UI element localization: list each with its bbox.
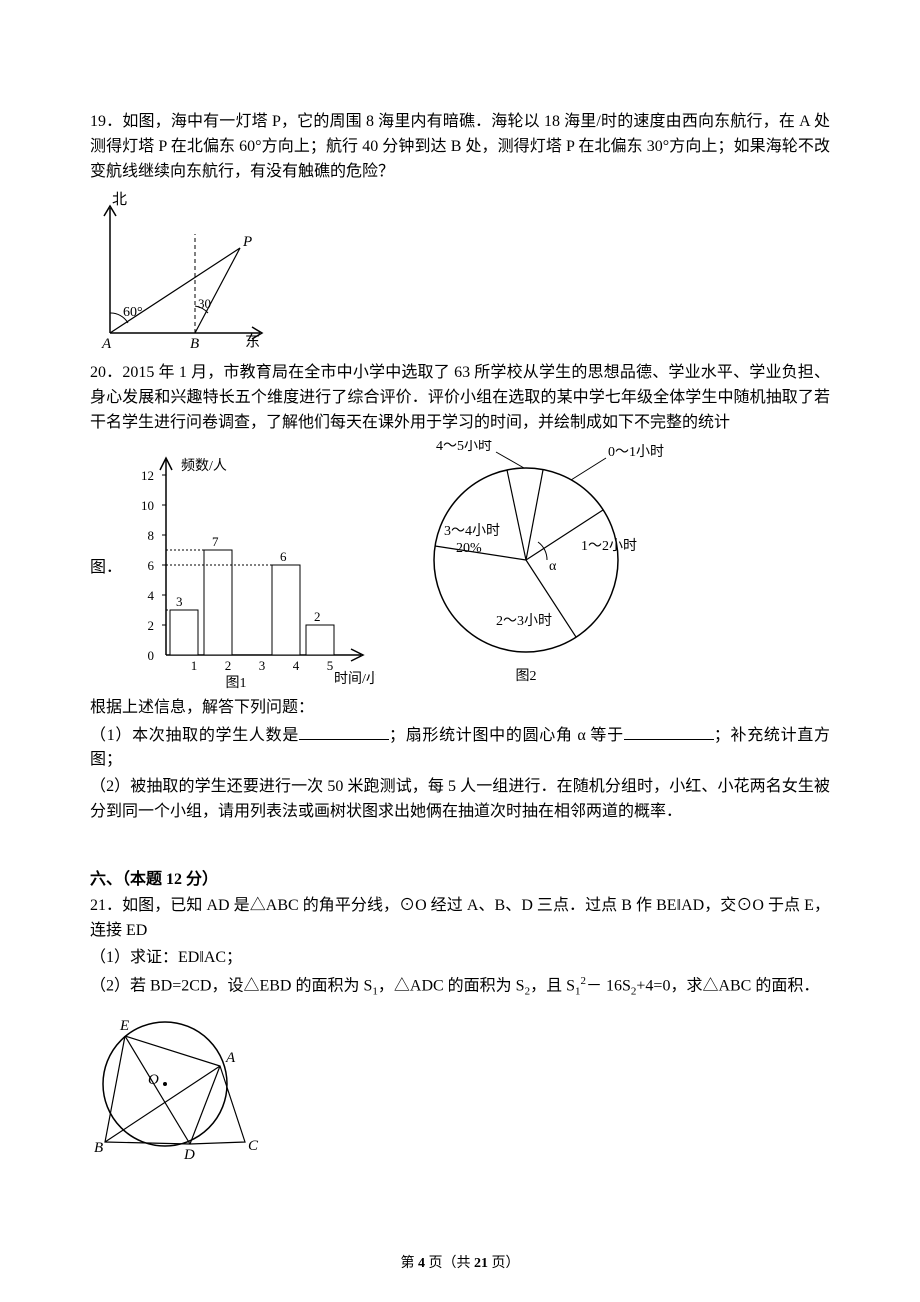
pie-chart: α 4～5小时 0～1小时 1～2小时 2～3小时 3～4小时 20% 图2 (376, 440, 676, 690)
q20-p1a: （1）本次抽取的学生人数是 (90, 727, 299, 744)
svg-text:C: C (248, 1138, 259, 1154)
q21-l3: （2）若 BD=2CD，设△EBD 的面积为 S1，△ADC 的面积为 S2，且… (90, 973, 830, 1001)
q19-text: 19．如图，海中有一灯塔 P，它的周围 8 海里内有暗礁．海轮以 18 海里/时… (90, 110, 830, 184)
pie-lbl-23: 2～3小时 (496, 613, 552, 629)
y-ticks: 0 2 4 6 8 10 12 (141, 468, 166, 663)
svg-text:4: 4 (293, 658, 300, 673)
svg-text:3: 3 (176, 594, 183, 609)
q20-p1b: ；扇形统计图中的圆心角 α 等于 (389, 727, 624, 744)
pie-lbl-34a: 3～4小时 (444, 523, 500, 539)
section-6: 六、（本题 12 分） (90, 868, 830, 893)
svg-text:10: 10 (141, 498, 154, 513)
svg-text:A: A (225, 1050, 236, 1066)
q20-p1: （1）本次抽取的学生人数是；扇形统计图中的圆心角 α 等于；补充统计直方图； (90, 723, 830, 774)
east-label: 东 (245, 333, 260, 350)
svg-text:2: 2 (314, 609, 321, 624)
pie-lbl-45: 4～5小时 (436, 440, 492, 454)
svg-text:7: 7 (212, 534, 219, 549)
svg-text:B: B (94, 1140, 103, 1156)
svg-text:E: E (119, 1018, 129, 1034)
P-label: P (242, 234, 252, 250)
q20-figures: 图． 0 2 4 6 8 10 12 频数/人 3 7 (90, 440, 830, 690)
xlabel: 时间/小时 (334, 671, 376, 687)
svg-text:1: 1 (191, 658, 198, 673)
alpha-label: α (549, 559, 557, 574)
sec6-empty (90, 841, 830, 866)
svg-text:12: 12 (141, 468, 154, 483)
q20-after: 根据上述信息，解答下列问题： (90, 696, 830, 721)
svg-text:4: 4 (148, 588, 155, 603)
bar-chart: 0 2 4 6 8 10 12 频数/人 3 7 6 2 1 (126, 440, 376, 690)
q21-l1: 21．如图，已知 AD 是△ABC 的角平分线，⊙O 经过 A、B、D 三点．过… (90, 894, 830, 944)
q20-intro: 20．2015 年 1 月，市教育局在全市中小学中选取了 63 所学校从学生的思… (90, 361, 830, 435)
svg-text:6: 6 (280, 549, 287, 564)
svg-text:0: 0 (148, 648, 155, 663)
q20-fig-prefix: 图． (90, 553, 122, 577)
north-label: 北 (112, 191, 127, 208)
svg-text:5: 5 (327, 658, 334, 673)
svg-text:2: 2 (225, 658, 232, 673)
ang30-label: 30 (198, 296, 211, 311)
q21-l2: （1）求证：ED‖AC； (90, 946, 830, 971)
A-label: A (101, 336, 112, 350)
pie-lbl-01: 0～1小时 (608, 444, 664, 460)
q21-figure: E B D C A O (90, 1004, 830, 1169)
svg-text:2: 2 (148, 618, 155, 633)
pie-lbl-12: 1～2小时 (581, 538, 637, 554)
svg-text:6: 6 (148, 558, 155, 573)
blank-2[interactable] (624, 723, 714, 740)
q20-p2: （2）被抽取的学生还要进行一次 50 米跑测试，每 5 人一组进行．在随机分组时… (90, 775, 830, 825)
page-footer: 第 4 页（共 21 页） (0, 1252, 920, 1272)
page: 19．如图，海中有一灯塔 P，它的周围 8 海里内有暗礁．海轮以 18 海里/时… (0, 0, 920, 1302)
ang60-label: 60° (123, 305, 143, 320)
pie-lbl-34b: 20% (456, 541, 482, 556)
ylabel: 频数/人 (181, 458, 227, 474)
svg-text:3: 3 (259, 658, 266, 673)
B-label: B (190, 336, 199, 350)
svg-text:D: D (183, 1147, 195, 1163)
bar-caption: 图1 (226, 676, 247, 690)
q19-figure: 北 东 A B P 60° 30 (90, 188, 830, 355)
svg-text:8: 8 (148, 528, 155, 543)
blank-1[interactable] (299, 723, 389, 740)
svg-text:O: O (148, 1072, 159, 1088)
pie-caption: 图2 (516, 669, 537, 684)
x-ticks: 1 2 3 4 5 (191, 658, 334, 673)
